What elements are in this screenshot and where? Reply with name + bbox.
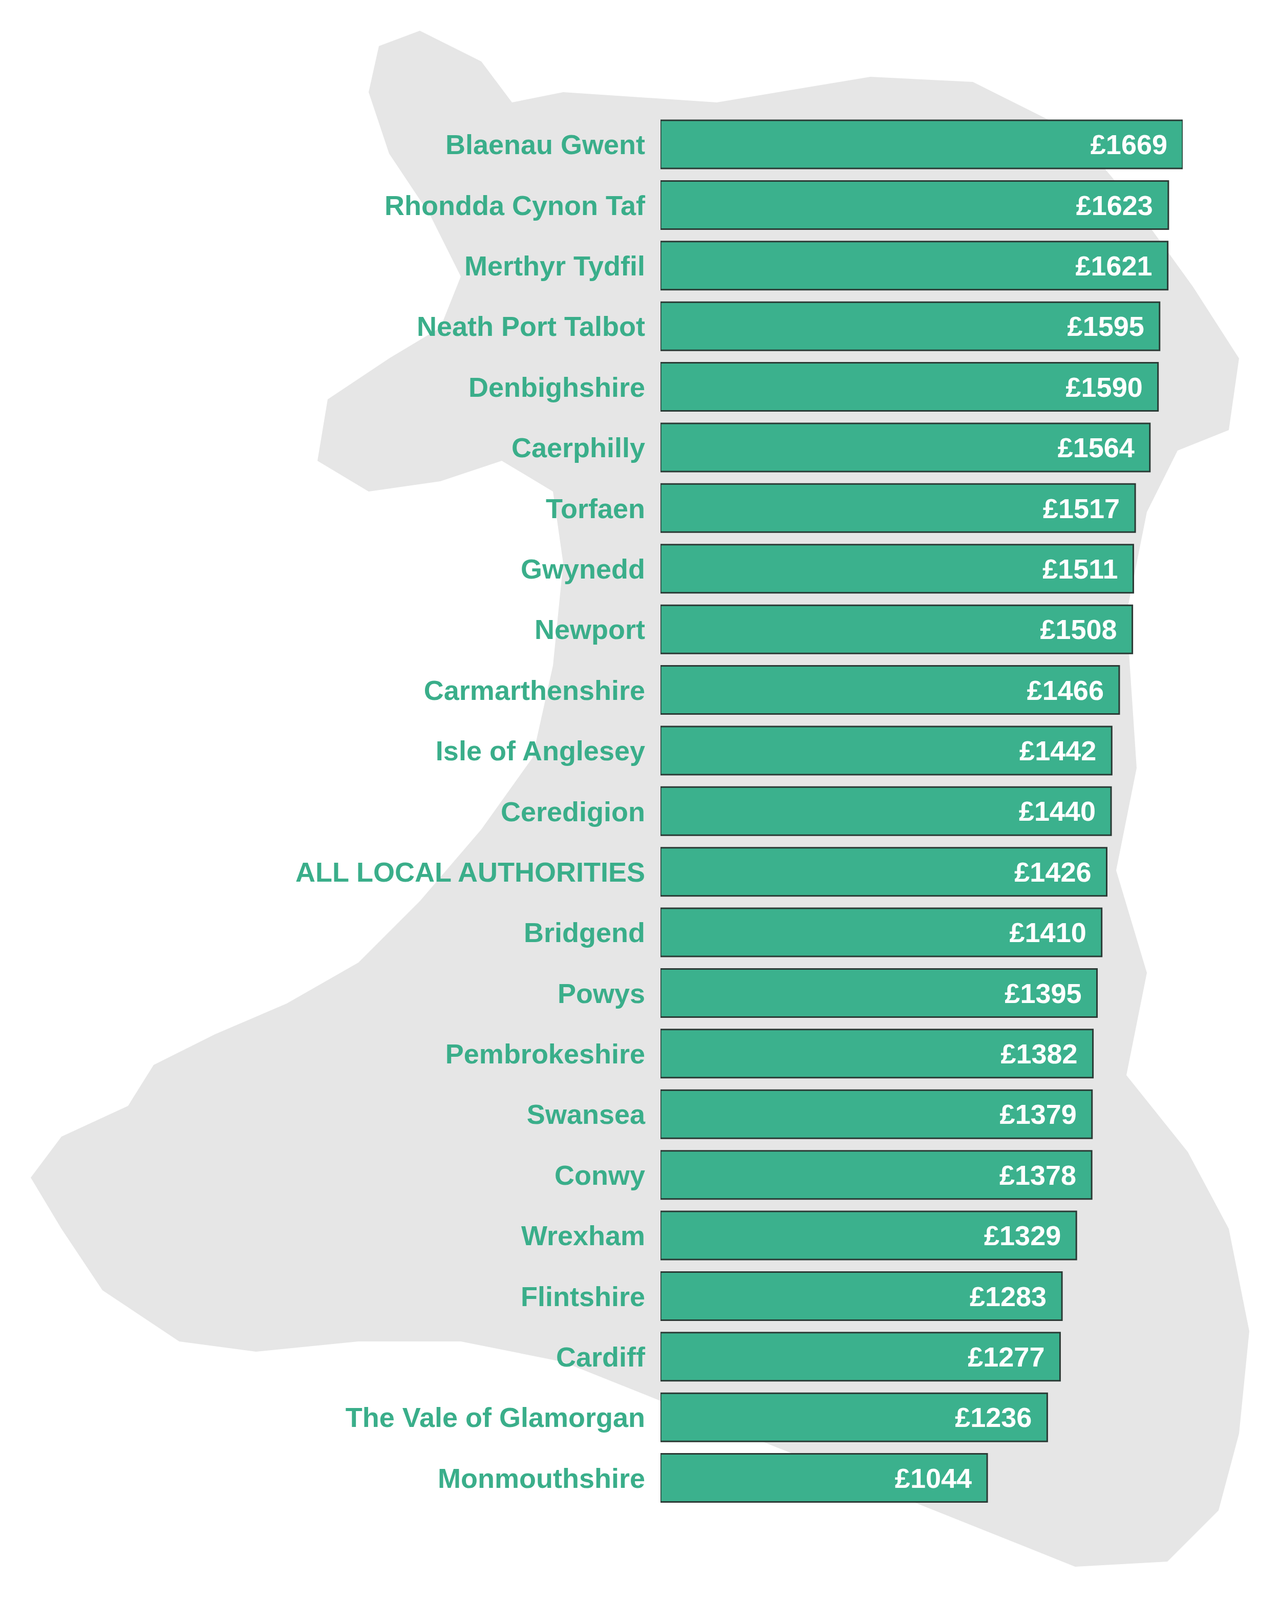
svg-text:Carmarthenshire: Carmarthenshire [423, 674, 646, 706]
svg-text:£1277: £1277 [967, 1341, 1045, 1373]
svg-text:Newport: Newport [534, 613, 646, 645]
svg-text:Swansea: Swansea [526, 1098, 646, 1130]
svg-text:£1329: £1329 [984, 1220, 1061, 1251]
svg-text:Denbighshire: Denbighshire [468, 371, 646, 403]
svg-text:Monmouthshire: Monmouthshire [437, 1462, 646, 1494]
svg-text:£1511: £1511 [1042, 553, 1118, 585]
svg-text:£1378: £1378 [999, 1159, 1077, 1191]
svg-text:£1621: £1621 [1075, 250, 1152, 282]
svg-text:£1236: £1236 [954, 1401, 1032, 1433]
svg-text:£1395: £1395 [1004, 977, 1082, 1009]
svg-text:£1517: £1517 [1042, 493, 1120, 524]
svg-text:£1426: £1426 [1014, 856, 1092, 888]
svg-text:£1508: £1508 [1039, 613, 1117, 645]
svg-text:Torfaen: Torfaen [545, 493, 646, 524]
svg-text:£1379: £1379 [999, 1098, 1077, 1130]
svg-text:Cardiff: Cardiff [556, 1341, 646, 1373]
svg-text:The Vale of Glamorgan: The Vale of Glamorgan [345, 1401, 646, 1433]
svg-text:£1283: £1283 [969, 1281, 1047, 1312]
svg-text:Neath Port Talbot: Neath Port Talbot [416, 310, 646, 342]
svg-text:Bridgend: Bridgend [523, 916, 646, 948]
svg-text:ALL LOCAL AUTHORITIES: ALL LOCAL AUTHORITIES [295, 856, 646, 888]
svg-text:£1466: £1466 [1027, 674, 1104, 706]
svg-text:Powys: Powys [557, 977, 646, 1009]
svg-text:Wrexham: Wrexham [521, 1220, 646, 1251]
svg-text:Isle of Anglesey: Isle of Anglesey [435, 735, 646, 766]
svg-text:£1382: £1382 [1000, 1038, 1078, 1070]
svg-text:Flintshire: Flintshire [520, 1281, 646, 1312]
svg-text:£1590: £1590 [1065, 371, 1143, 403]
svg-text:£1442: £1442 [1019, 735, 1097, 766]
svg-text:Caerphilly: Caerphilly [511, 432, 646, 463]
svg-text:Blaenau Gwent: Blaenau Gwent [445, 129, 646, 160]
svg-text:Merthyr Tydfil: Merthyr Tydfil [464, 250, 646, 282]
svg-text:£1595: £1595 [1067, 310, 1145, 342]
svg-text:£1564: £1564 [1057, 432, 1135, 463]
svg-text:£1044: £1044 [894, 1462, 972, 1494]
svg-text:Conwy: Conwy [554, 1159, 646, 1191]
svg-text:Gwynedd: Gwynedd [520, 553, 646, 585]
svg-text:£1623: £1623 [1076, 189, 1154, 221]
svg-text:£1410: £1410 [1009, 916, 1087, 948]
svg-text:£1669: £1669 [1090, 129, 1168, 160]
svg-text:£1440: £1440 [1018, 795, 1096, 827]
svg-text:Rhondda Cynon Taf: Rhondda Cynon Taf [384, 189, 646, 221]
svg-text:Ceredigion: Ceredigion [500, 796, 646, 827]
svg-text:Pembrokeshire: Pembrokeshire [445, 1038, 646, 1070]
